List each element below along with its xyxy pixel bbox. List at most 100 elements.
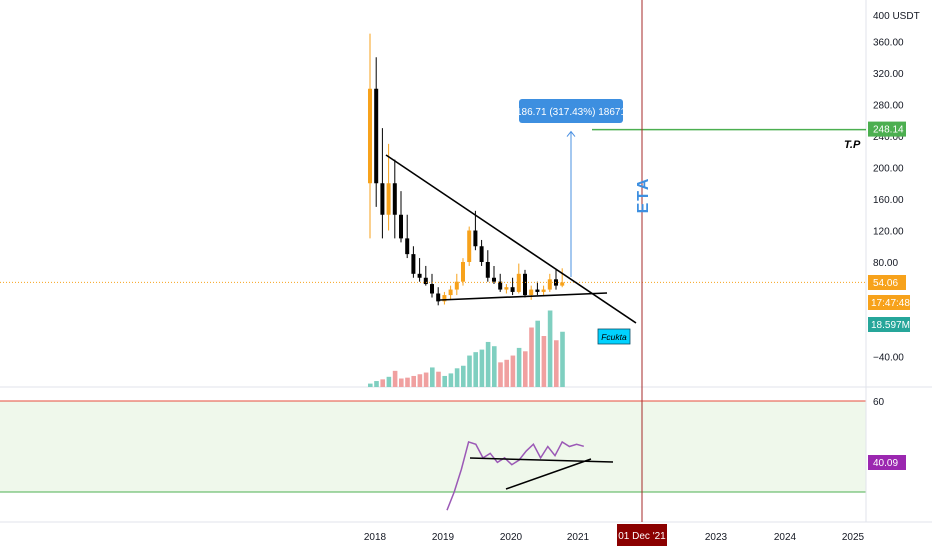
time-tick: 2025 xyxy=(842,532,865,543)
price-tick: 80.00 xyxy=(873,258,898,269)
measure-label-box xyxy=(519,99,623,123)
volume-bar xyxy=(485,341,491,387)
candle-body xyxy=(461,262,465,282)
volume-bar xyxy=(523,351,528,387)
volume-bar xyxy=(473,352,478,387)
time-axis[interactable]: 2018 2019 2020 2021 2023 2024 2025 xyxy=(364,532,865,543)
measure-label: 186.71 (317.43%) 18671 xyxy=(516,107,627,118)
oscillator-line xyxy=(446,440,585,511)
candle-body xyxy=(399,214,403,239)
price-tick: 280.00 xyxy=(873,101,904,112)
candle-body xyxy=(436,293,441,302)
annotation-text: Fcukta xyxy=(601,332,627,342)
currency-label: 400 USDT xyxy=(873,11,920,22)
current-price-tag: 54.06 17:47:48 xyxy=(868,275,910,310)
candle-body xyxy=(560,282,565,286)
target-price-tag: 248.14 xyxy=(868,121,906,137)
price-range-measure[interactable]: 186.71 (317.43%) 18671 xyxy=(516,99,627,277)
candle-body xyxy=(535,289,540,292)
candle-body xyxy=(473,230,478,247)
volume-bar xyxy=(535,320,540,387)
target-price-label: 248.14 xyxy=(873,125,904,136)
volume-bar xyxy=(547,310,553,387)
volume-bar xyxy=(399,378,404,387)
time-tick: 2021 xyxy=(567,532,590,543)
candle-body xyxy=(430,284,434,294)
price-tick: 200.00 xyxy=(873,164,904,175)
descending-trendline xyxy=(385,154,637,324)
candle-body xyxy=(541,289,546,292)
time-tick: 2024 xyxy=(774,532,797,543)
price-tick: 320.00 xyxy=(873,69,904,80)
price-tick: 360.00 xyxy=(873,38,904,49)
time-tick: 2023 xyxy=(705,532,728,543)
candle-body xyxy=(442,295,447,302)
current-price-label: 54.06 xyxy=(873,278,898,289)
candle-body xyxy=(405,238,410,255)
candle-body xyxy=(423,277,428,285)
volume-bar xyxy=(560,331,565,387)
time-tick: 2020 xyxy=(500,532,523,543)
eta-label: ETA xyxy=(635,177,652,214)
volume-bar xyxy=(498,362,503,387)
price-tick: 120.00 xyxy=(873,227,904,238)
candle-body xyxy=(386,183,391,215)
volume-bar xyxy=(368,383,373,387)
volume-bar xyxy=(430,367,435,387)
candle-body xyxy=(523,273,527,296)
volume-bar xyxy=(386,376,392,387)
volume-bar xyxy=(461,365,466,387)
price-tick: −40.00 xyxy=(873,353,904,364)
volume-bar xyxy=(448,373,454,387)
oscillator-value-tag: 40.09 xyxy=(868,455,906,470)
osc-tick-60: 60 xyxy=(873,397,885,408)
volume-bars xyxy=(368,310,565,387)
candle-body xyxy=(479,246,484,262)
price-tick: 160.00 xyxy=(873,195,904,206)
measure-arrow-head xyxy=(566,130,576,137)
price-tick: 240.00 xyxy=(873,132,904,143)
oscillator-band xyxy=(0,401,866,492)
volume-bar xyxy=(374,381,379,387)
time-highlight-tag: 01 Dec '21 xyxy=(617,524,667,546)
candle-body xyxy=(411,254,416,274)
candle-body xyxy=(448,289,453,296)
volume-label: 18.597M xyxy=(871,320,910,331)
countdown-label: 17:47:48 xyxy=(871,298,910,309)
candles xyxy=(368,33,565,306)
volume-bar xyxy=(529,327,534,387)
candle-body xyxy=(492,277,496,282)
candle-body xyxy=(547,279,552,290)
candle-body xyxy=(368,88,372,184)
candle-body xyxy=(417,273,422,278)
candle-body xyxy=(392,183,397,215)
volume-bar xyxy=(510,355,516,387)
volume-bar xyxy=(554,340,559,387)
volume-bar xyxy=(380,379,385,387)
candle-body xyxy=(498,281,503,290)
candle-body xyxy=(380,183,385,215)
time-tick: 2018 xyxy=(364,532,387,543)
candle-body xyxy=(454,281,459,290)
volume-bar xyxy=(411,375,416,387)
annotation-box xyxy=(597,328,631,345)
target-text: T.P xyxy=(844,139,861,151)
volume-bar xyxy=(516,347,522,387)
price-axis[interactable]: 360.00 320.00 280.00 240.00 200.00 160.00 120.… xyxy=(873,38,904,364)
candle-body xyxy=(504,287,509,290)
support-trendline xyxy=(439,292,608,301)
candle-body xyxy=(485,262,490,278)
candle-body xyxy=(374,88,379,184)
volume-bar xyxy=(417,374,423,387)
volume-bar xyxy=(504,359,509,387)
volume-bar xyxy=(436,371,441,387)
candle-body xyxy=(516,273,521,292)
volume-bar xyxy=(492,346,497,387)
volume-bar xyxy=(392,370,398,387)
volume-bar xyxy=(479,349,485,387)
time-tick: 2019 xyxy=(432,532,455,543)
volume-bar xyxy=(423,372,429,387)
volume-tag: 18.597M xyxy=(868,317,910,332)
volume-bar xyxy=(454,368,460,387)
